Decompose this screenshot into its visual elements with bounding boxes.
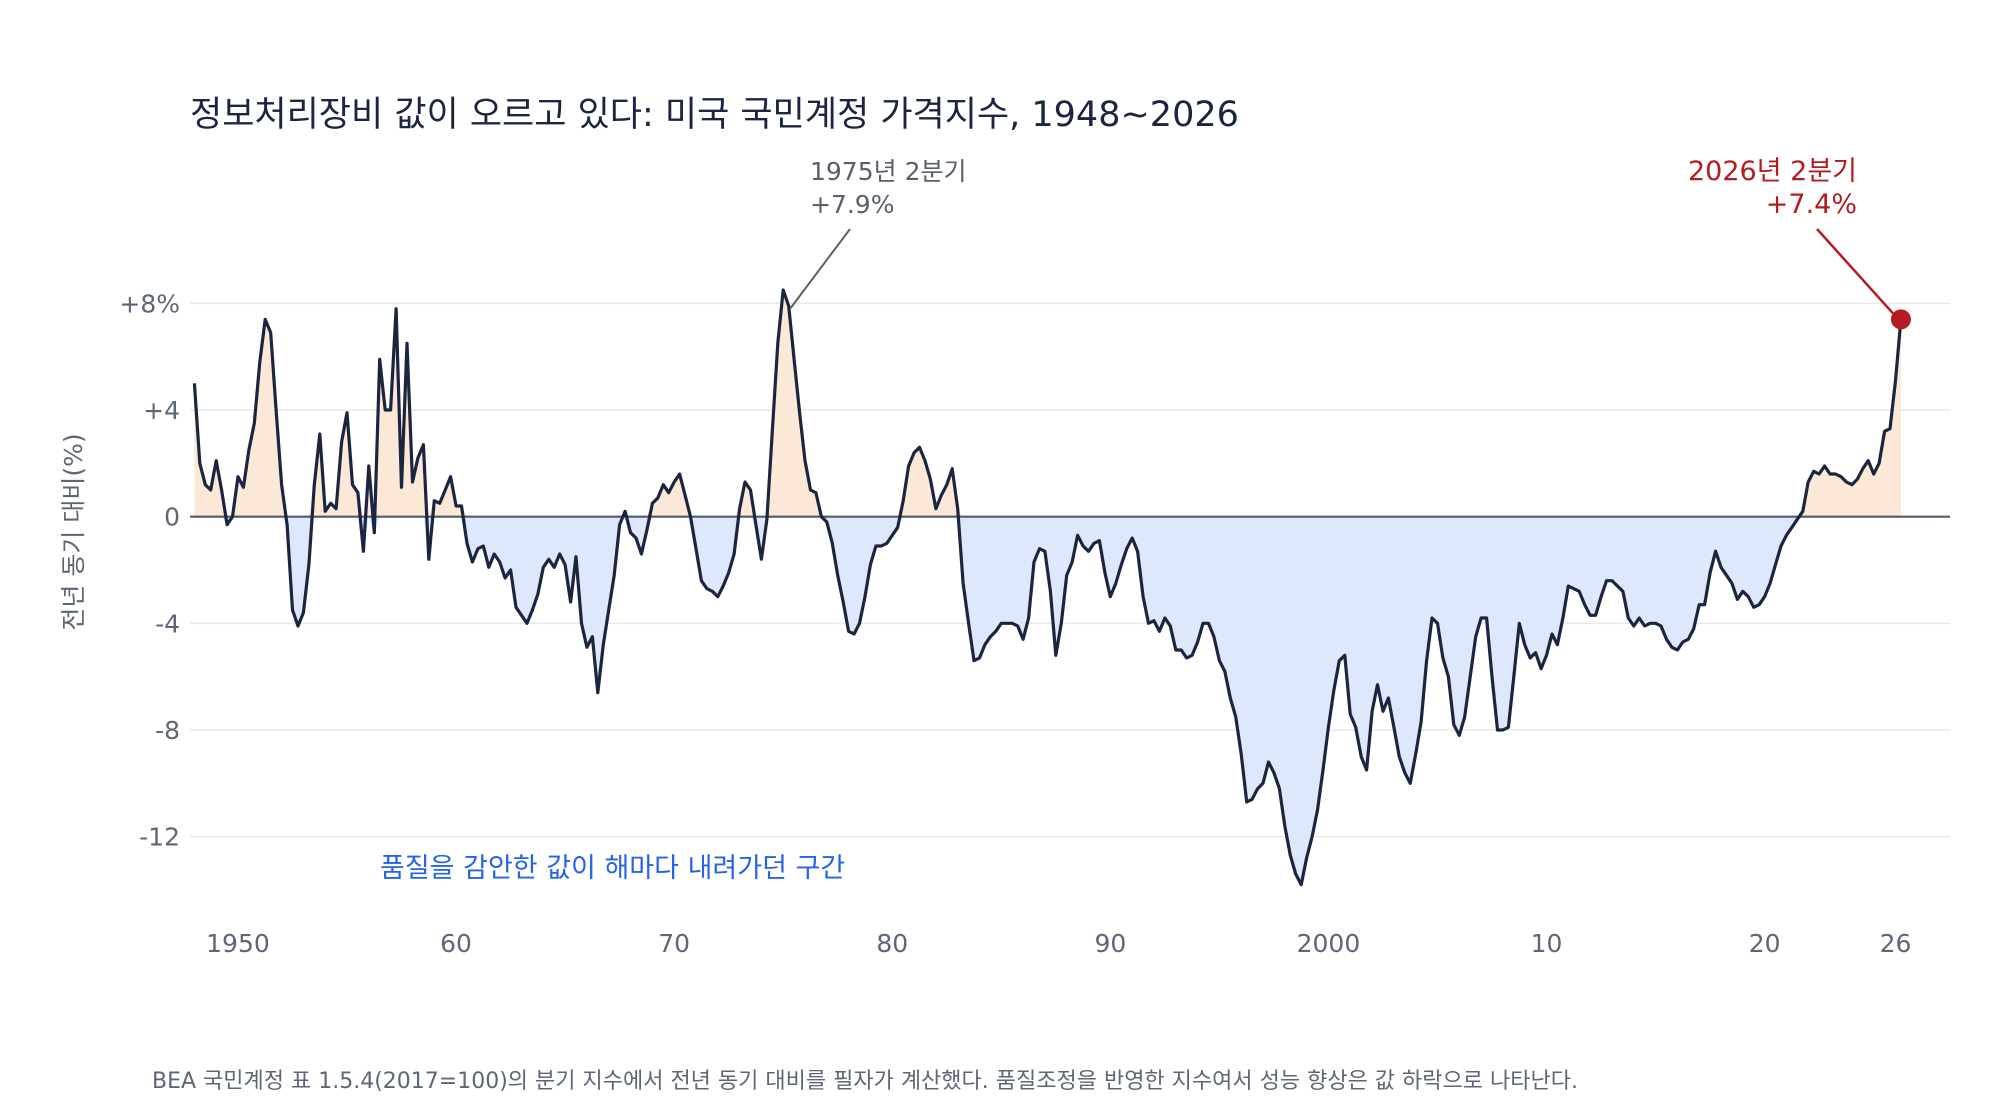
y-tick-label: -4 [155,609,180,638]
x-tick-label: 60 [440,929,472,958]
negative-area [194,516,1901,885]
y-axis-label: 전년 동기 대비(%) [59,433,88,630]
x-tick-label: 70 [658,929,690,958]
grid-lines [190,302,1950,838]
x-tick-label: 1950 [206,929,270,958]
annotation-2026-value: +7.4% [1766,189,1857,220]
y-tick-label: 0 [164,503,180,532]
x-tick-label: 20 [1749,929,1781,958]
series-layer [192,288,1903,887]
highlight-point-2026 [1890,309,1911,330]
annotation-negative-zone: 품질을 감안한 값이 해마다 내려가던 구간 [380,853,845,884]
y-tick-label: +4 [143,396,180,425]
footer-note: BEA 국민계정 표 1.5.4(2017=100)의 분기 지수에서 전년 동… [152,1069,1578,1094]
annotation-1975-leader [789,228,851,309]
series-line [192,288,1903,887]
annotation-1975: 1975년 2분기 +7.9% [789,157,966,309]
y-tick-label: -8 [155,716,180,745]
x-tick-label: 26 [1880,929,1912,958]
annotation-2026-label: 2026년 2분기 [1688,156,1857,187]
annotation-1975-label: 1975년 2분기 [810,157,966,186]
x-tick-label: 2000 [1297,929,1361,958]
y-tick-label: +8% [119,289,180,318]
y-tick-label: -12 [139,823,180,852]
annotation-2026: 2026년 2분기 +7.4% [1688,156,1911,330]
x-axis-ticks: 1950 60 70 80 90 2000 10 20 26 [206,929,1911,958]
x-tick-label: 90 [1094,929,1126,958]
area-fills [194,290,1901,885]
annotation-1975-value: +7.9% [810,190,894,219]
chart-title: 정보처리장비 값이 오르고 있다: 미국 국민계정 가격지수, 1948~202… [190,95,1239,135]
annotation-2026-leader [1816,228,1894,315]
x-tick-label: 80 [876,929,908,958]
y-axis-ticks: +8% +4 0 -4 -8 -12 [119,289,180,851]
x-tick-label: 10 [1531,929,1563,958]
